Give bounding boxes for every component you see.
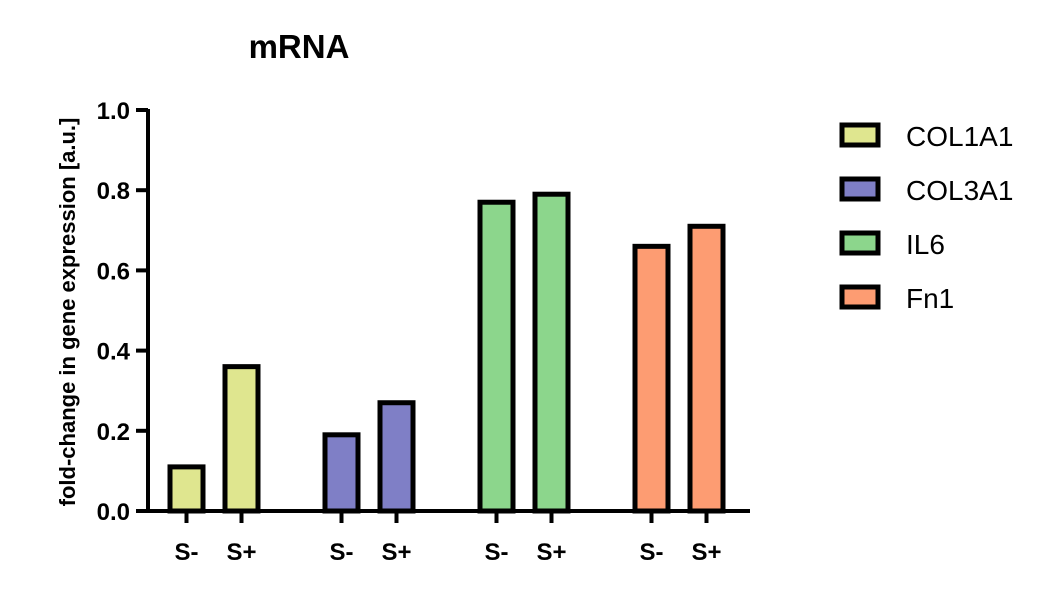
y-tick-label: 0.0	[97, 499, 130, 526]
x-tick-label: S-	[640, 539, 664, 566]
y-tick-label: 0.8	[97, 178, 130, 205]
legend-swatch	[839, 230, 881, 256]
y-axis-label: fold-change in gene expression [a.u.]	[55, 118, 80, 507]
bar	[532, 191, 571, 514]
plot-area: 0.0 0.2 0.4 0.6 0.8 1.0 S- S+ S- S+ S- S+ S- S+	[97, 98, 750, 566]
legend-swatch	[839, 122, 881, 148]
y-tick-label: 0.6	[97, 258, 130, 285]
bar	[477, 199, 516, 514]
x-tick-label: S+	[381, 539, 411, 566]
bar	[222, 364, 261, 514]
bar	[322, 432, 361, 514]
legend-swatch	[839, 176, 881, 202]
legend-label: IL6	[906, 229, 945, 260]
legend-label: Fn1	[906, 283, 954, 314]
chart-title: mRNA	[249, 28, 350, 65]
bar	[377, 400, 416, 514]
y-tick-label: 0.4	[97, 339, 131, 366]
x-tick-label: S-	[330, 539, 354, 566]
legend-label: COL3A1	[906, 175, 1013, 206]
legend-swatch	[839, 284, 881, 310]
legend: COL1A1 COL3A1 IL6 Fn1	[839, 121, 1013, 314]
bar	[632, 243, 671, 514]
x-tick-label: S-	[485, 539, 509, 566]
x-tick-label: S+	[226, 539, 256, 566]
legend-label: COL1A1	[906, 121, 1013, 152]
x-tick-label: S+	[536, 539, 566, 566]
x-tick-label: S+	[691, 539, 721, 566]
bar	[167, 464, 206, 514]
bar	[687, 223, 726, 514]
y-tick-label: 1.0	[97, 98, 130, 125]
y-tick-label: 0.2	[97, 419, 130, 446]
x-tick-label: S-	[175, 539, 199, 566]
